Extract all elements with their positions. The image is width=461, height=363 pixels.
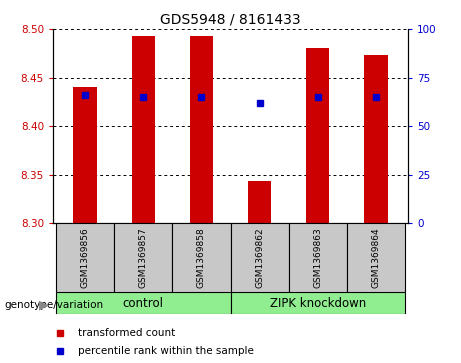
Text: GSM1369856: GSM1369856 [81, 227, 89, 288]
Text: ▶: ▶ [39, 298, 48, 311]
Text: percentile rank within the sample: percentile rank within the sample [78, 346, 254, 356]
Bar [172, 223, 230, 292]
Bar [364, 55, 388, 223]
Text: control: control [123, 297, 164, 310]
Text: GSM1369864: GSM1369864 [372, 227, 380, 288]
Bar [131, 36, 155, 223]
Bar [56, 223, 114, 292]
Text: GSM1369862: GSM1369862 [255, 227, 264, 288]
Text: ZIPK knockdown: ZIPK knockdown [270, 297, 366, 310]
Bar [73, 87, 97, 223]
Text: GSM1369858: GSM1369858 [197, 227, 206, 288]
Bar [190, 36, 213, 223]
Bar [248, 182, 271, 223]
Text: transformed count: transformed count [78, 328, 175, 338]
Bar [306, 48, 330, 223]
Bar [289, 223, 347, 292]
Bar [230, 223, 289, 292]
Text: GSM1369863: GSM1369863 [313, 227, 322, 288]
Bar [56, 292, 230, 314]
Bar [114, 223, 172, 292]
Text: GSM1369857: GSM1369857 [139, 227, 148, 288]
Bar [347, 223, 405, 292]
Title: GDS5948 / 8161433: GDS5948 / 8161433 [160, 12, 301, 26]
Bar [230, 292, 405, 314]
Text: genotype/variation: genotype/variation [5, 300, 104, 310]
